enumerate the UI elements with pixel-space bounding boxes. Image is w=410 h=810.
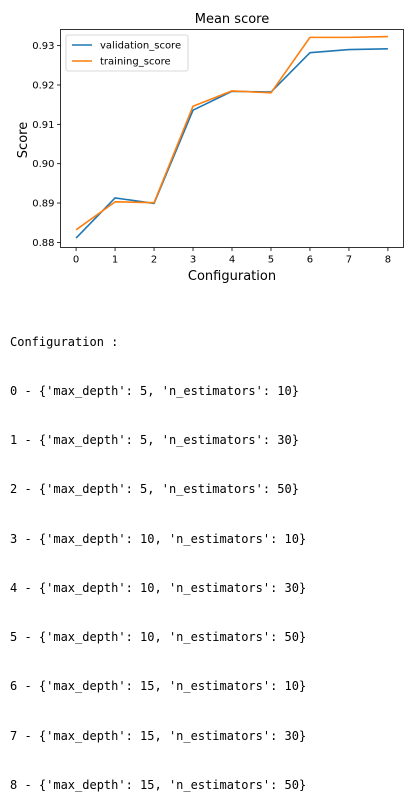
configuration-line: 7 - {'max_depth': 15, 'n_estimators': 30… [10,728,307,743]
y-tick-label: 0.90 [32,159,54,170]
x-tick-label: 4 [229,255,235,266]
y-tick-label: 0.91 [32,120,54,131]
configuration-header: Configuration : [10,334,119,349]
y-tick-label: 0.92 [32,80,54,91]
x-tick-label: 2 [151,255,157,266]
y-tick-label: 0.93 [32,41,54,52]
legend-label: validation_score [100,41,181,52]
x-tick-label: 5 [268,255,274,266]
configuration-line: 4 - {'max_depth': 10, 'n_estimators': 30… [10,580,307,595]
configuration-line: 0 - {'max_depth': 5, 'n_estimators': 10} [10,384,299,399]
legend-label: training_score [100,57,171,68]
y-axis-label: Score [16,122,31,158]
x-tick-label: 6 [307,255,313,266]
y-tick-label: 0.88 [32,238,54,249]
series-line-training-score [75,35,388,231]
x-tick-label: 3 [190,255,196,266]
mean-score-chart: Mean score 0 1 2 3 4 5 6 7 8 0.88 0.89 0.90 0.91 0.9… [16,12,404,284]
y-tick-label: 0.89 [32,199,54,210]
configuration-line: 8 - {'max_depth': 15, 'n_estimators': 50… [10,777,307,792]
chart-title: Mean score [195,12,269,27]
x-tick-label: 8 [385,255,391,266]
configuration-line: 5 - {'max_depth': 10, 'n_estimators': 50… [10,630,307,645]
x-tick-label: 1 [112,255,118,266]
configuration-line: 6 - {'max_depth': 15, 'n_estimators': 10… [10,679,307,694]
x-tick-label: 7 [346,255,352,266]
x-axis-label: Configuration [188,269,276,284]
configuration-line: 3 - {'max_depth': 10, 'n_estimators': 10… [10,531,307,546]
configuration-line: 2 - {'max_depth': 5, 'n_estimators': 50} [10,482,299,497]
series-line-validation-score [75,47,388,239]
x-tick-label: 0 [73,255,79,266]
legend: validation_score training_score [65,34,189,72]
configuration-line: 1 - {'max_depth': 5, 'n_estimators': 30} [10,433,299,448]
configuration-output: Configuration : 0 - {'max_depth': 5, 'n_… [10,301,306,810]
legend-box [65,34,189,72]
